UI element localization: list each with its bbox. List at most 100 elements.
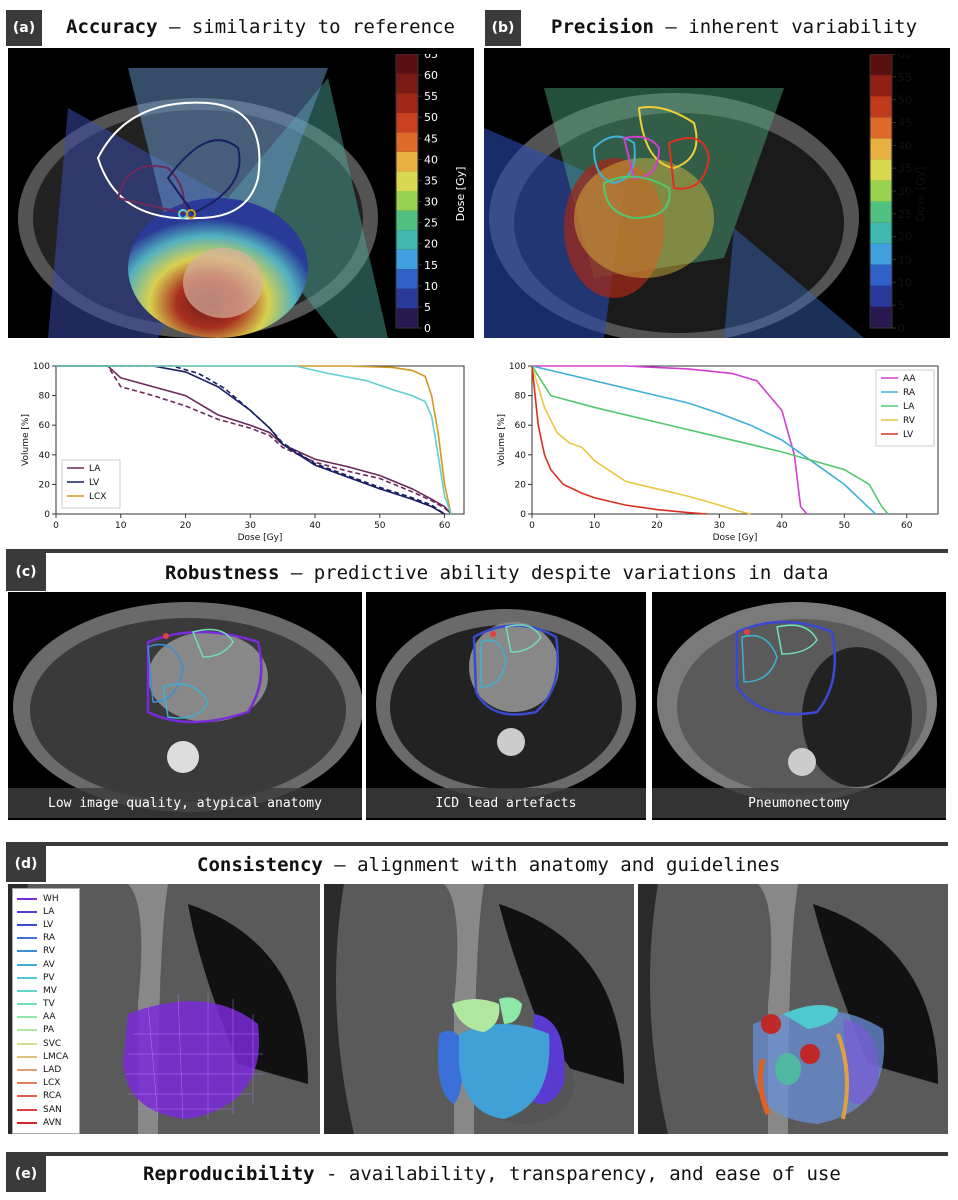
section-a-title: Accuracy – similarity to reference: [66, 16, 455, 38]
section-b-title: Precision – inherent variability: [551, 16, 917, 38]
ct-robustness-svg-2: [376, 609, 636, 799]
section-e-rest: - availability, transparency, and ease o…: [314, 1163, 841, 1185]
series-line-la: [531, 365, 889, 515]
colorbar-segment: [396, 93, 418, 113]
ct-robustness-svg-3: [657, 602, 937, 802]
colorbar-segment: [870, 138, 892, 160]
y-tick-label: 40: [515, 451, 527, 461]
legend-swatch: [17, 963, 37, 966]
section-d-rest: – alignment with anatomy and guidelines: [322, 854, 781, 876]
legend-swatch: [17, 1095, 37, 1098]
colorbar-tick-label: 60: [424, 69, 438, 82]
legend-row-av: AV: [17, 958, 75, 971]
legend-row-rca: RCA: [17, 1090, 75, 1103]
colorbar-segment: [396, 249, 418, 270]
section-c-tag: (c): [6, 553, 46, 591]
colorbar-tick-label: 5: [424, 301, 431, 314]
colorbar-segment: [396, 132, 418, 152]
coronal-svg-2: [324, 884, 624, 1134]
x-axis-label: Dose [Gy]: [238, 533, 283, 543]
legend-swatch: [17, 923, 37, 926]
section-c-rule: [6, 549, 948, 553]
legend-swatch: [17, 1121, 37, 1124]
dvh-chart-b: 0 10 20 30 40 50 60 0 20 40 60 80 100 Dose [Gy] Volume…: [497, 362, 939, 543]
colorbar-segment: [396, 73, 418, 94]
structure-legend: WH LA LV RA RV AV PV MV TV AA PA SVC LMCA LAD LCX RCA SA…: [12, 888, 80, 1134]
legend-label: PV: [43, 972, 55, 983]
x-tick-label: 20: [180, 521, 192, 531]
section-b-rest: – inherent variability: [653, 16, 918, 38]
caption-icd-lead: ICD lead artefacts: [366, 788, 646, 818]
legend-swatch: [17, 1082, 37, 1085]
x-tick-label: 30: [245, 521, 257, 531]
legend-row-lmca: LMCA: [17, 1050, 75, 1063]
legend-label: LAD: [43, 1065, 62, 1076]
colorbar-tick-label: 15: [424, 259, 438, 272]
section-c-title: Robustness – predictive ability despite …: [165, 562, 828, 584]
section-c-rest: – predictive ability despite variations …: [279, 562, 829, 584]
x-tick-label: 10: [115, 521, 127, 531]
series-line-la-ref: [56, 365, 452, 515]
legend-label: RA: [903, 388, 916, 398]
legend-label: LV: [43, 919, 54, 930]
section-b-bold: Precision: [551, 16, 654, 38]
legend-label: MV: [43, 985, 57, 996]
legend-label: TV: [43, 999, 55, 1010]
colorbar-segment: [870, 159, 892, 181]
legend-label: LA: [903, 402, 915, 412]
colorbar-tick-label: 45: [898, 117, 912, 130]
legend-swatch: [17, 910, 37, 913]
y-tick-label: 20: [39, 480, 51, 490]
ct-dose-image-b: [484, 48, 950, 338]
legend-row-pa: PA: [17, 1024, 75, 1037]
series-line-lv-ref: [56, 365, 446, 515]
section-a-rest: – similarity to reference: [157, 16, 455, 38]
section-e-title: Reproducibility - availability, transpar…: [143, 1163, 841, 1185]
legend-label: AA: [43, 1012, 56, 1023]
series-line-rv: [531, 365, 751, 515]
legend-row-lad: LAD: [17, 1063, 75, 1076]
series-line-lv: [531, 365, 707, 515]
colorbar-tick-label: 35: [898, 162, 912, 175]
colorbar-segment: [396, 288, 418, 309]
x-tick-label: 40: [776, 521, 788, 531]
dvh-chart-a: 0 10 20 30 40 50 60 0 20 40 60 80 100 Dose [Gy] Volume…: [21, 362, 465, 543]
section-c-bold: Robustness: [165, 562, 280, 584]
colorbar-segment: [396, 191, 418, 211]
colorbar-segment: [396, 308, 418, 328]
section-b-tag: (b): [485, 10, 521, 46]
y-tick-label: 100: [509, 362, 526, 372]
colorbar-tick-label: 45: [424, 132, 438, 145]
colorbar-a-label: Dose [Gy]: [454, 167, 467, 222]
legend-row-aa: AA: [17, 1011, 75, 1024]
colorbar-tick-label: 50: [898, 94, 912, 107]
legend-label: RV: [43, 946, 55, 957]
series-line-aa: [532, 365, 808, 515]
legend-label: LV: [903, 430, 914, 440]
colorbar-tick-label: 40: [424, 153, 438, 166]
x-tick-label: 50: [839, 521, 851, 531]
x-tick-label: 10: [589, 521, 601, 531]
series-line-ra: [531, 365, 877, 515]
legend-row-wh: WH: [17, 892, 75, 905]
x-tick-label: 60: [439, 521, 451, 531]
colorbar-segment: [396, 230, 418, 250]
x-tick-label: 60: [901, 521, 913, 531]
legend-label: LV: [89, 478, 100, 488]
legend-label: LA: [89, 464, 101, 474]
colorbar-tick-label: 60: [898, 54, 912, 61]
section-a-tag: (a): [6, 10, 42, 46]
legend-row-pv: PV: [17, 971, 75, 984]
legend-label: LCX: [43, 1078, 61, 1089]
colorbar-tick-label: 10: [898, 276, 912, 289]
legend-label: SAN: [43, 1104, 62, 1115]
colorbar-segment: [870, 264, 892, 286]
legend-swatch: [17, 989, 37, 992]
colorbar-segment: [870, 54, 892, 76]
colorbar-tick-label: 30: [898, 185, 912, 198]
colorbar-frame: [395, 54, 419, 329]
y-tick-label: 60: [515, 421, 527, 431]
coronal-svg-3: [638, 884, 938, 1134]
legend-row-rv: RV: [17, 945, 75, 958]
